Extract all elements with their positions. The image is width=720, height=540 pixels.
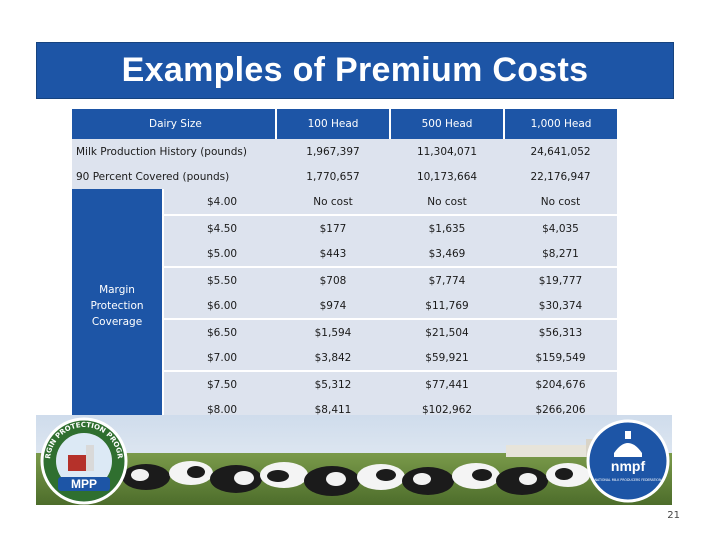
cell: $8,271: [504, 241, 617, 267]
cell: 22,176,947: [504, 164, 617, 189]
cell: $443: [276, 241, 390, 267]
coverage-level: $5.50: [163, 266, 276, 293]
cell: $7,774: [390, 266, 504, 293]
cell: $56,313: [504, 318, 617, 345]
coverage-label: Margin Protection Coverage: [72, 189, 164, 422]
cell: $1,635: [390, 214, 504, 241]
cell: No cost: [276, 189, 390, 215]
cell: $59,921: [390, 345, 504, 371]
cell: 11,304,071: [390, 139, 504, 164]
coverage-level: $4.00: [163, 189, 276, 215]
table-row: $5.00 $443 $3,469 $8,271: [72, 241, 617, 267]
cell: 1,770,657: [276, 164, 390, 189]
header-dairy-size: Dairy Size: [72, 109, 277, 139]
cell: No cost: [504, 189, 617, 215]
table-row: 90 Percent Covered (pounds) 1,770,657 10…: [72, 164, 617, 189]
premium-costs-table: Dairy Size 100 Head 500 Head 1,000 Head …: [72, 109, 617, 422]
cell: $21,504: [390, 318, 504, 345]
coverage-label-text: Margin Protection Coverage: [90, 283, 144, 328]
cell: $11,769: [390, 293, 504, 319]
cell: $974: [276, 293, 390, 319]
nmpf-logo: nmpf NATIONAL MILK PRODUCERS FEDERATION: [586, 419, 670, 503]
cell: $3,842: [276, 345, 390, 371]
slide-title: Examples of Premium Costs: [121, 51, 589, 89]
cell: $177: [276, 214, 390, 241]
cows-banner-graphic: MARGIN PROTECTION PROGRAM MPP nmpf NATIO…: [36, 415, 672, 505]
header-col-500: 500 Head: [390, 109, 505, 139]
table-row: $7.00 $3,842 $59,921 $159,549: [72, 345, 617, 371]
table-row: Margin Protection Coverage $4.00 No cost…: [72, 189, 617, 422]
coverage-level: $4.50: [163, 214, 276, 241]
cell: $159,549: [504, 345, 617, 371]
coverage-level: $7.00: [163, 345, 276, 371]
header-col-100: 100 Head: [276, 109, 391, 139]
coverage-level: $7.50: [163, 370, 276, 397]
nmpf-subtext: NATIONAL MILK PRODUCERS FEDERATION: [595, 478, 662, 482]
cell: No cost: [390, 189, 504, 215]
cell: $19,777: [504, 266, 617, 293]
cell: $1,594: [276, 318, 390, 345]
table-row: $4.50 $177 $1,635 $4,035: [72, 214, 617, 241]
header-col-1000: 1,000 Head: [504, 109, 617, 139]
cell: $708: [276, 266, 390, 293]
cell: 24,641,052: [504, 139, 617, 164]
cell: 1,967,397: [276, 139, 390, 164]
table-row: $6.00 $974 $11,769 $30,374: [72, 293, 617, 319]
cell: $77,441: [390, 370, 504, 397]
table-row: $5.50 $708 $7,774 $19,777: [72, 266, 617, 293]
coverage-level: $6.50: [163, 318, 276, 345]
coverage-level: $5.00: [163, 241, 276, 267]
cows-group: [122, 461, 590, 496]
nmpf-acronym: nmpf: [611, 458, 646, 474]
cell: $3,469: [390, 241, 504, 267]
table-header-row: Dairy Size 100 Head 500 Head 1,000 Head: [72, 109, 617, 139]
cell: $204,676: [504, 370, 617, 397]
cell: $5,312: [276, 370, 390, 397]
cell: $30,374: [504, 293, 617, 319]
title-bar: Examples of Premium Costs: [36, 42, 674, 99]
row-label: Milk Production History (pounds): [72, 139, 276, 164]
table-row: $7.50 $5,312 $77,441 $204,676: [72, 370, 617, 397]
row-label: 90 Percent Covered (pounds): [72, 164, 276, 189]
cell: $4,035: [504, 214, 617, 241]
mpp-acronym: MPP: [71, 477, 97, 491]
table-row: Milk Production History (pounds) 1,967,3…: [72, 139, 617, 164]
coverage-level: $6.00: [163, 293, 276, 319]
page-number: 21: [667, 510, 680, 521]
cell: 10,173,664: [390, 164, 504, 189]
dairy-cows-photo: MARGIN PROTECTION PROGRAM MPP nmpf NATIO…: [36, 415, 672, 505]
table-row: $6.50 $1,594 $21,504 $56,313: [72, 318, 617, 345]
